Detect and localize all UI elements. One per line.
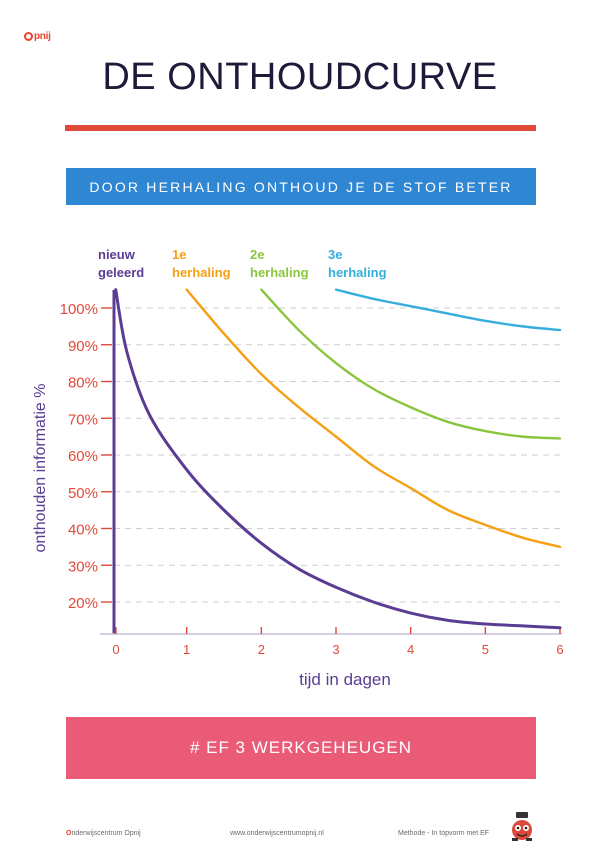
x-tick-label: 4: [407, 642, 414, 657]
logo-ring-icon: [24, 32, 33, 41]
page-title: DE ONTHOUDCURVE: [102, 56, 498, 98]
series-label-2e-herhaling: 2e: [250, 247, 264, 262]
y-tick-label: 30%: [68, 558, 98, 575]
series-label-3e-herhaling: herhaling: [328, 265, 387, 280]
footer-organisation-initial: O: [66, 830, 72, 837]
series-line-1e-herhaling: [185, 288, 562, 549]
title-underline: [65, 125, 536, 131]
tag-banner: # EF 3 WERKGEHEUGEN: [66, 717, 536, 779]
y-tick-label: 70%: [68, 411, 98, 428]
footer-organisation-name: nderwijscentrum Opnij: [71, 830, 141, 837]
series-line-nieuw-geleerd: [114, 288, 562, 630]
x-tick-label: 6: [556, 642, 563, 657]
x-tick-label: 3: [332, 642, 339, 657]
opnij-logo: pnij: [24, 31, 51, 42]
footer-organisation: Onderwijscentrum Opnij: [66, 830, 141, 837]
y-tick-label: 60%: [68, 448, 98, 465]
subtitle-banner: DOOR HERHALING ONTHOUD JE DE STOF BETER: [66, 168, 536, 205]
series-line-3e-herhaling: [334, 288, 562, 332]
footer-website: www.onderwijscentrumopnij.nl: [230, 830, 324, 837]
x-tick-label: 1: [183, 642, 190, 657]
y-tick-label: 80%: [68, 375, 98, 392]
footer-method: Methode - In topvorm met EF: [398, 830, 490, 837]
logo-text: pnij: [34, 31, 51, 42]
forgetting-curve-chart: 20% 30% 40% 50% 60% 70% 80% 90% 100% 0 1 2 3 4 5 6 tijd …: [32, 247, 564, 689]
y-tick-label: 90%: [68, 338, 98, 355]
series-label-nieuw-geleerd: nieuw: [98, 247, 136, 262]
y-axis-title: onthouden informatie %: [32, 384, 49, 553]
x-tick-label: 2: [258, 642, 265, 657]
y-tick-label: 40%: [68, 522, 98, 539]
x-axis-title: tijd in dagen: [299, 670, 391, 689]
series-line-2e-herhaling: [260, 288, 562, 440]
series-label-1e-herhaling: 1e: [172, 247, 186, 262]
series-label-nieuw-geleerd: geleerd: [98, 265, 144, 280]
mascot-icon: [512, 812, 532, 841]
y-tick-label: 50%: [68, 485, 98, 502]
x-tick-label: 5: [482, 642, 489, 657]
x-tick-label: 0: [112, 642, 119, 657]
series-label-1e-herhaling: herhaling: [172, 265, 231, 280]
series-label-3e-herhaling: 3e: [328, 247, 342, 262]
y-tick-label: 20%: [68, 595, 98, 612]
y-tick-label: 100%: [60, 301, 98, 318]
series-label-2e-herhaling: herhaling: [250, 265, 309, 280]
